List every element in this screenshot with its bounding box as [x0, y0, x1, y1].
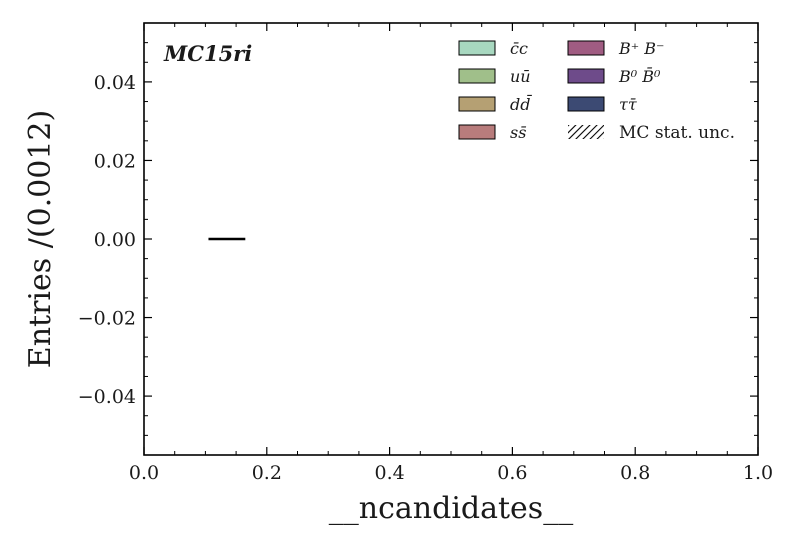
legend: c̄c uū dd̄ ss̄ B⁺ B⁻ B⁰ B̄⁰ ττ̄ MC stat. unc. — [458, 39, 735, 143]
tick-labels: 0.0 0.2 0.4 0.6 0.8 1.0 −0.04 −0.02 0.00 0.02 0.04 — [78, 72, 773, 484]
legend-swatch — [568, 125, 604, 139]
y-tick-label: −0.02 — [78, 308, 136, 330]
legend-swatch — [458, 96, 496, 112]
y-tick-label: 0.04 — [94, 72, 136, 94]
legend-label: ss̄ — [510, 123, 526, 142]
legend-label: B⁺ B⁻ — [618, 39, 665, 58]
y-axis-label: Entries /(0.0012) — [23, 110, 58, 368]
y-tick-label: −0.04 — [78, 386, 136, 408]
legend-label: uū — [510, 67, 531, 86]
y-tick-label: 0.02 — [94, 150, 136, 172]
sample-annotation: MC15ri — [163, 41, 252, 66]
x-tick-label: 0.0 — [129, 462, 159, 484]
legend-label: ττ̄ — [619, 95, 638, 114]
x-tick-label: 0.6 — [497, 462, 527, 484]
axis-ticks — [143, 23, 759, 455]
legend-swatch — [458, 40, 496, 56]
x-tick-label: 0.8 — [620, 462, 650, 484]
legend-label: MC stat. unc. — [619, 123, 735, 143]
x-tick-label: 1.0 — [743, 462, 773, 484]
x-axis-label: __ncandidates__ — [329, 491, 573, 526]
legend-swatch — [458, 68, 496, 84]
legend-label: dd̄ — [510, 93, 532, 114]
y-tick-label: 0.00 — [94, 229, 136, 251]
x-tick-label: 0.4 — [374, 462, 404, 484]
legend-swatch — [567, 40, 605, 56]
legend-swatch — [567, 68, 605, 84]
plot-area — [143, 22, 759, 456]
legend-swatch — [567, 96, 605, 112]
legend-swatch — [458, 124, 496, 140]
legend-label: B⁰ B̄⁰ — [618, 65, 661, 86]
x-tick-label: 0.2 — [252, 462, 282, 484]
legend-label: c̄c — [510, 39, 528, 58]
